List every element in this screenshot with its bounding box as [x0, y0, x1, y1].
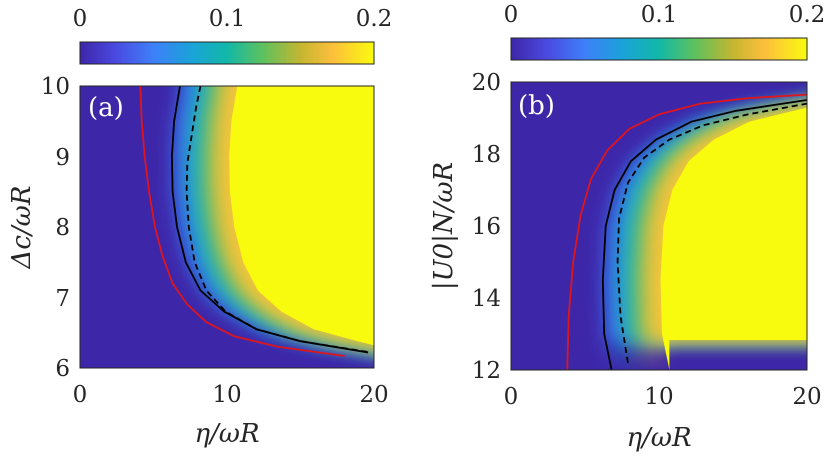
curves-a: [139, 86, 372, 357]
colorbar-a: 0 0.1 0.2: [73, 6, 393, 65]
y-axis-label-a: Δc/ωR: [7, 186, 37, 270]
y-ticks-a: 6 7 8 9 10: [41, 74, 70, 382]
y-tick-a-2: 8: [55, 215, 70, 241]
y-tick-b-2: 16: [472, 214, 501, 240]
x-tick-a-2: 20: [359, 382, 388, 408]
colorbar-a-gradient: [79, 41, 375, 65]
x-tick-a-1: 10: [212, 382, 241, 408]
heatmap-b-band-5: [660, 107, 807, 370]
curve-b-black-dashed-boundary: [616, 102, 807, 363]
curve-a-black-solid-boundary: [170, 86, 369, 354]
plot-a-frame: [79, 85, 375, 369]
x-ticks-b: 0 10 20: [504, 384, 822, 410]
curve-b-black-solid-boundary: [601, 99, 807, 370]
curves-b: [566, 93, 807, 370]
x-axis-label-a: η/ωR: [194, 419, 259, 449]
y-tick-b-4: 20: [472, 70, 501, 96]
panel-b: 0 0.1 0.2 (b) 0 10 20 12 14 16 18 20 η/ω…: [429, 2, 826, 453]
panel-b-label: (b): [518, 91, 555, 121]
y-axis-label-b: |U0|N/ωR: [429, 162, 459, 290]
x-ticks-a: 0 10 20: [73, 382, 389, 408]
colorbar-a-tick-1: 0.1: [209, 6, 246, 32]
colorbar-b-tick-0: 0: [504, 2, 519, 28]
x-tick-a-0: 0: [73, 382, 88, 408]
heatmap-a-band-5: [229, 86, 374, 346]
x-tick-b-1: 10: [644, 384, 673, 410]
curve-a-red-boundary: [139, 86, 345, 357]
colorbar-b: 0 0.1 0.2: [504, 2, 826, 61]
x-axis-label-b: η/ωR: [626, 423, 691, 453]
colorbar-b-gradient: [510, 37, 808, 61]
y-tick-b-3: 18: [472, 142, 501, 168]
y-tick-a-0: 6: [55, 356, 70, 382]
curve-b-red-boundary: [566, 93, 807, 370]
colorbar-b-tick-2: 0.2: [789, 2, 826, 28]
panel-a-label: (a): [88, 93, 124, 123]
plot-b-frame: [510, 81, 808, 371]
y-tick-a-3: 9: [55, 145, 70, 171]
y-tick-b-0: 12: [472, 358, 501, 384]
x-tick-b-2: 20: [792, 384, 821, 410]
y-ticks-b: 12 14 16 18 20: [472, 70, 501, 384]
y-tick-a-4: 10: [41, 74, 70, 100]
heatmap-b-region: [602, 100, 807, 370]
x-tick-b-0: 0: [504, 384, 519, 410]
colorbar-b-tick-1: 0.1: [641, 2, 678, 28]
y-tick-a-1: 7: [55, 286, 70, 312]
curve-a-black-dashed-boundary: [185, 86, 372, 354]
y-tick-b-1: 14: [472, 286, 501, 312]
colorbar-a-tick-0: 0: [73, 6, 88, 32]
colorbar-a-tick-2: 0.2: [356, 6, 393, 32]
panel-a: 0 0.1 0.2 (a) 0 10 20 6 7 8 9 10 η/ωR Δc…: [7, 6, 393, 449]
heatmap-a-region: [171, 86, 374, 353]
